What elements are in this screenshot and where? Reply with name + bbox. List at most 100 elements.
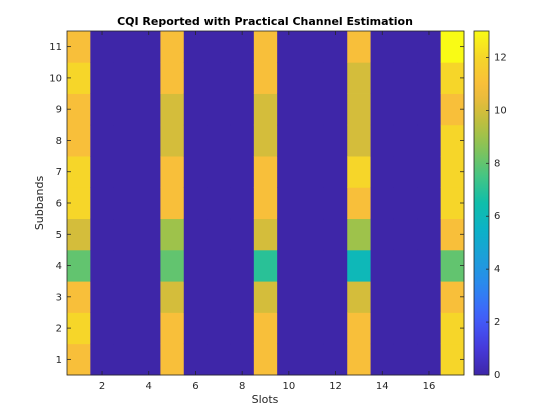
heatmap-cell (277, 343, 301, 376)
heatmap-cell (347, 343, 371, 376)
heatmap-cell (113, 312, 138, 345)
heatmap-cell (137, 343, 161, 376)
heatmap-cell (90, 343, 115, 376)
heatmap-cell (253, 156, 278, 188)
heatmap-cell (160, 281, 185, 313)
heatmap-cell (323, 343, 348, 376)
heatmap-cell (323, 312, 348, 345)
x-tick-label: 10 (282, 381, 295, 392)
heatmap-cell (417, 187, 442, 220)
heatmap-cell (90, 124, 115, 157)
heatmap-cell (440, 62, 465, 94)
colorbar-gradient (473, 30, 490, 376)
y-tick-label: 9 (56, 105, 62, 116)
heatmap-cell (277, 218, 301, 251)
heatmap-cell (90, 31, 115, 63)
heatmap-cell (207, 312, 231, 345)
heatmap-cell (393, 218, 418, 251)
y-tick-label: 6 (56, 199, 62, 210)
heatmap-cell (183, 312, 208, 345)
heatmap-cell (300, 156, 325, 188)
heatmap-cell (230, 249, 255, 282)
heatmap-cells (67, 31, 465, 376)
heatmap-cell (253, 281, 278, 313)
heatmap-cell (393, 343, 418, 376)
heatmap-cell (347, 187, 371, 220)
heatmap-cell (393, 187, 418, 220)
heatmap-cell (230, 281, 255, 313)
y-axis-ticks: 1 2 3 4 5 6 7 8 9 10 11 (49, 42, 464, 366)
heatmap-cell (417, 312, 442, 345)
y-tick-label: 3 (56, 292, 62, 303)
heatmap-cell (440, 281, 465, 313)
heatmap-cell (230, 343, 255, 376)
heatmap-cell (417, 249, 442, 282)
heatmap-cell (230, 156, 255, 188)
heatmap-cell (393, 93, 418, 126)
heatmap-cell (160, 93, 185, 126)
heatmap-cell (67, 156, 91, 188)
heatmap-cell (253, 124, 278, 157)
heatmap-cell (370, 281, 395, 313)
heatmap-cell (300, 249, 325, 282)
y-tick-label: 8 (56, 136, 62, 147)
heatmap-cell (440, 187, 465, 220)
heatmap-cell (347, 31, 371, 63)
heatmap-cell (370, 218, 395, 251)
heatmap-cell (370, 249, 395, 282)
heatmap-cell (417, 343, 442, 376)
heatmap-cell (300, 62, 325, 94)
heatmap-cell (277, 249, 301, 282)
heatmap-cell (393, 281, 418, 313)
heatmap-cell (137, 312, 161, 345)
heatmap-cell (393, 249, 418, 282)
heatmap-cell (347, 249, 371, 282)
heatmap-cell (323, 281, 348, 313)
heatmap-cell (393, 31, 418, 63)
heatmap-cell (253, 312, 278, 345)
heatmap-cell (230, 312, 255, 345)
colorbar-tick-label: 4 (494, 264, 500, 275)
heatmap-cell (67, 218, 91, 251)
heatmap-cell (113, 187, 138, 220)
heatmap-cell (183, 93, 208, 126)
heatmap-cell (347, 93, 371, 126)
heatmap-cell (67, 249, 91, 282)
heatmap-cell (253, 249, 278, 282)
x-axis-label: Slots (252, 393, 279, 406)
heatmap-cell (183, 62, 208, 94)
heatmap-cell (137, 249, 161, 282)
heatmap-cell (160, 156, 185, 188)
heatmap-cell (90, 312, 115, 345)
colorbar-tick-label: 12 (494, 52, 507, 63)
heatmap-cell (183, 281, 208, 313)
heatmap-cell (393, 62, 418, 94)
heatmap-cell (277, 187, 301, 220)
heatmap-cell (207, 93, 231, 126)
y-tick-label: 4 (56, 261, 62, 272)
heatmap-cell (323, 31, 348, 63)
heatmap-cell (300, 93, 325, 126)
heatmap-cell (207, 124, 231, 157)
heatmap-cell (230, 31, 255, 63)
heatmap-cell (277, 31, 301, 63)
heatmap-cell (300, 281, 325, 313)
heatmap-cell (137, 62, 161, 94)
heatmap-cell (183, 187, 208, 220)
x-axis-ticks: 2 4 6 8 10 12 14 16 (99, 31, 435, 392)
heatmap-cell (323, 249, 348, 282)
heatmap-cell (230, 124, 255, 157)
x-tick-label: 16 (423, 381, 436, 392)
heatmap-cell (67, 343, 91, 376)
heatmap-cell (90, 187, 115, 220)
heatmap-cell (347, 281, 371, 313)
colorbar-tick-label: 8 (494, 158, 500, 169)
heatmap-cell (440, 156, 465, 188)
heatmap-cell (137, 31, 161, 63)
heatmap-cell (323, 218, 348, 251)
heatmap-cell (393, 124, 418, 157)
y-tick-label: 10 (49, 73, 62, 84)
heatmap-cell (417, 156, 442, 188)
heatmap-cell (323, 62, 348, 94)
